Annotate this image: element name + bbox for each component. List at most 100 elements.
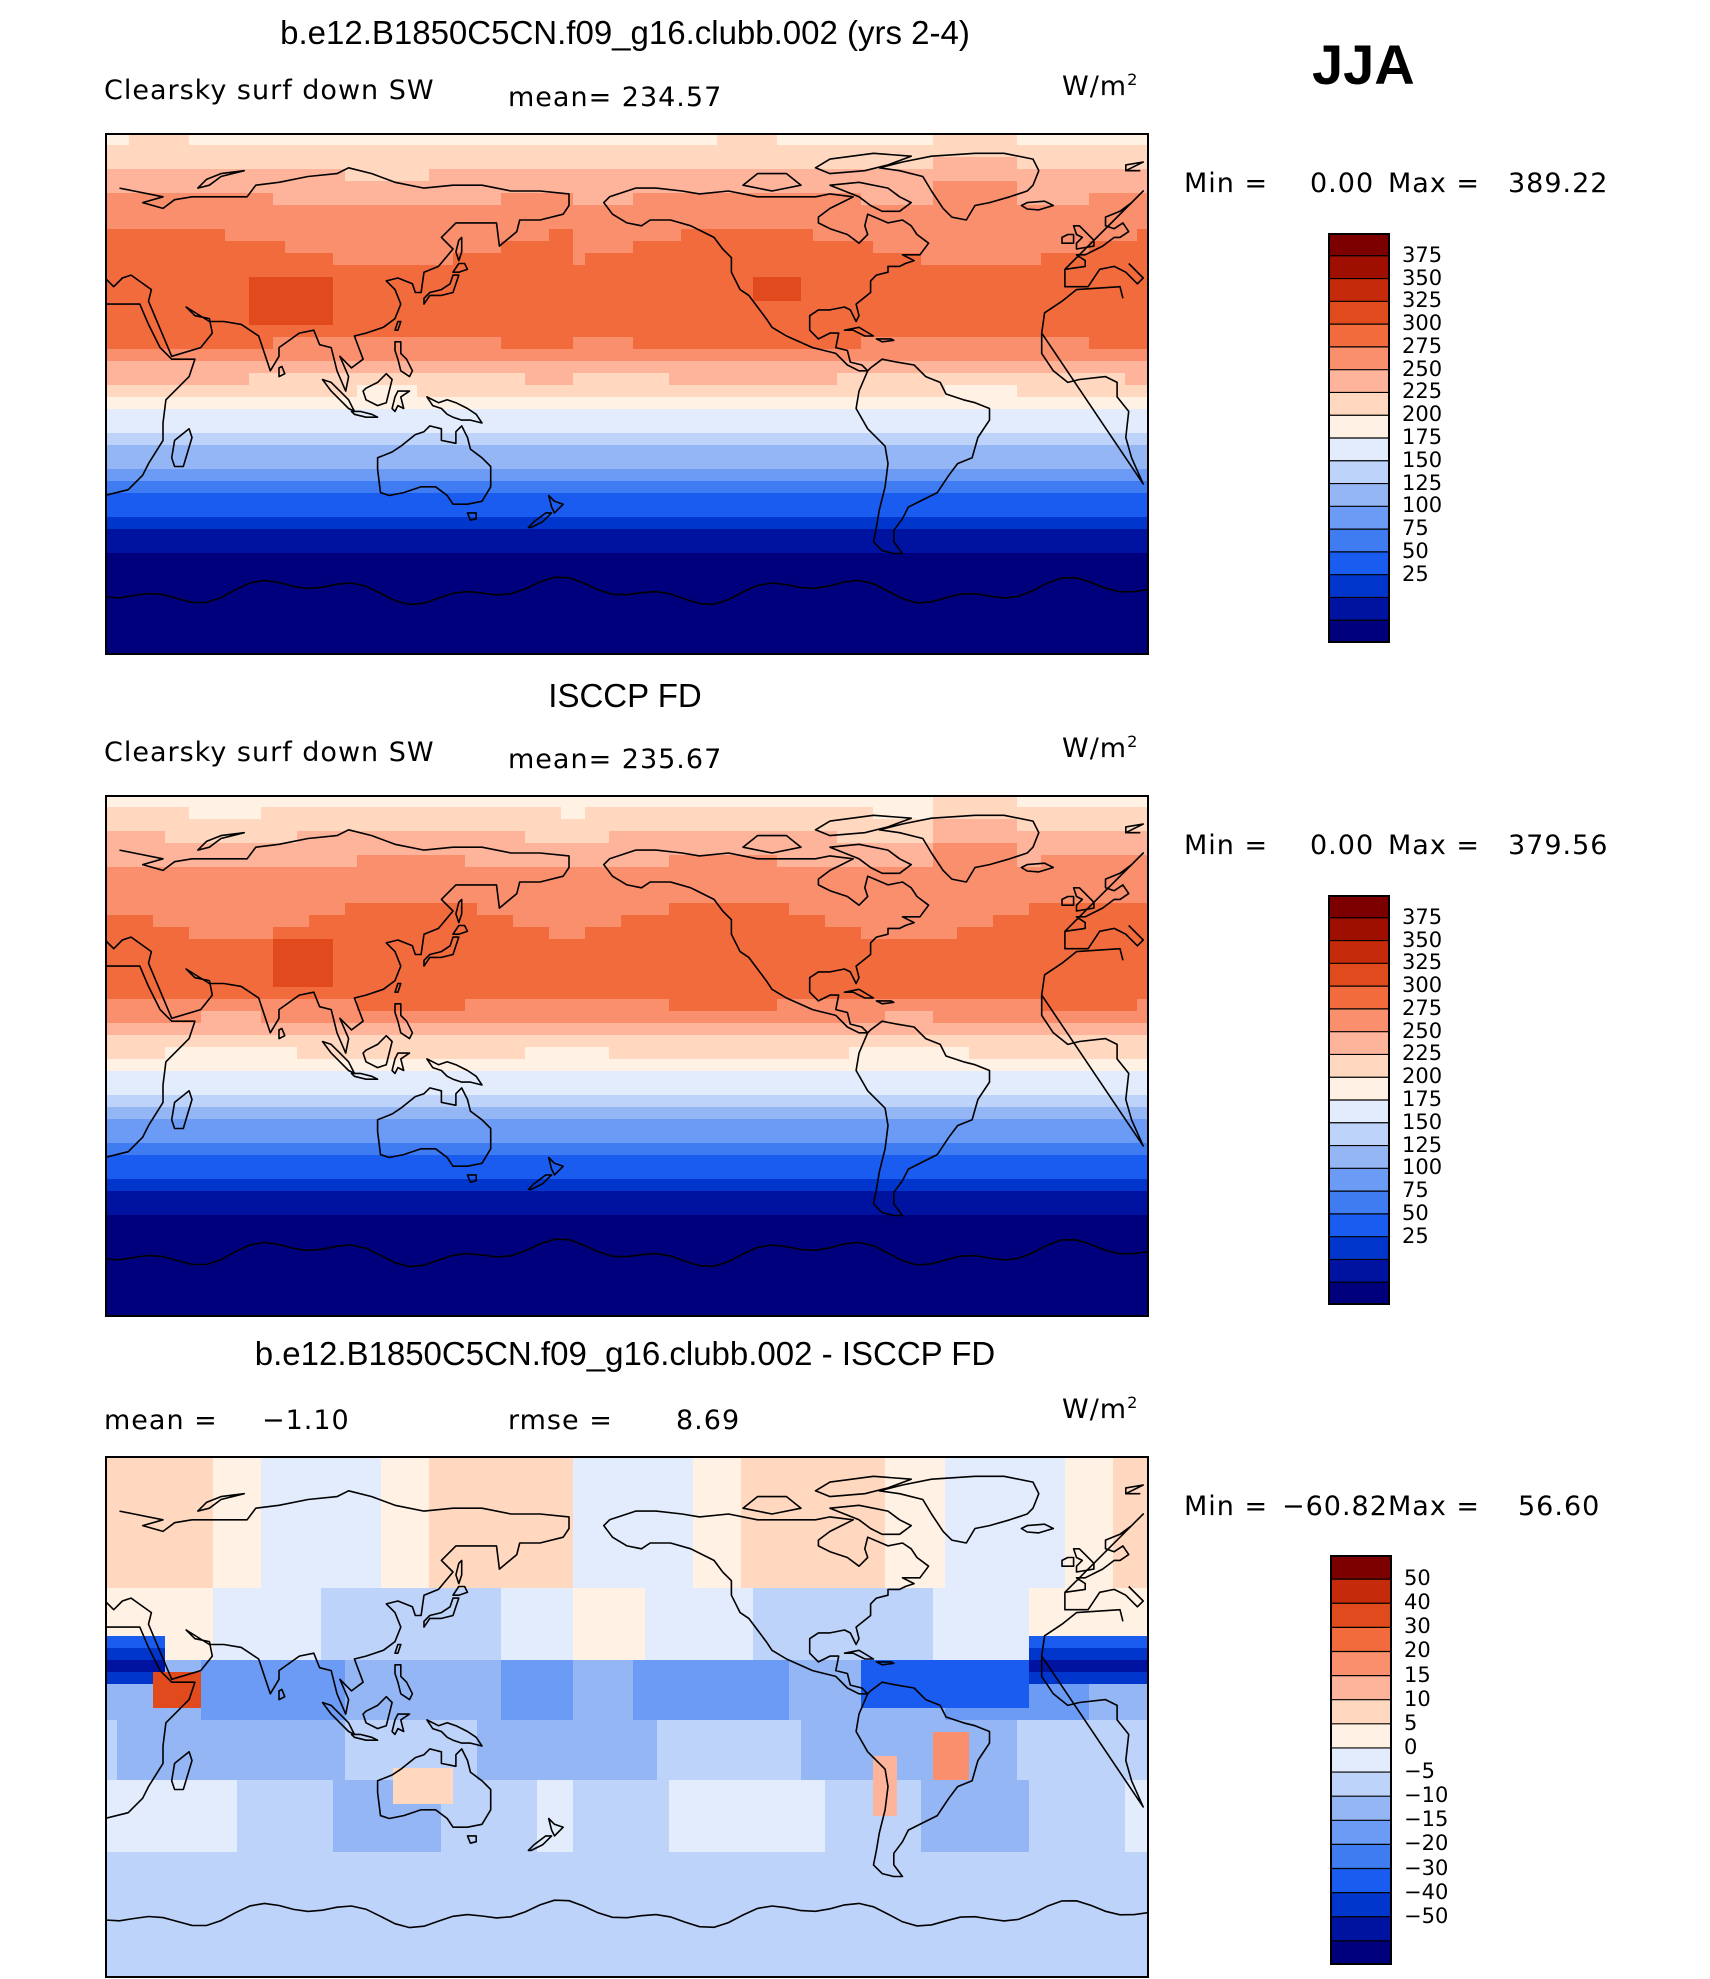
field-cell	[1029, 337, 1042, 350]
field-cell	[753, 577, 766, 590]
field-cell	[393, 903, 406, 916]
field-cell	[165, 927, 178, 940]
field-cell	[657, 819, 670, 832]
field-cell	[933, 855, 946, 868]
field-cell	[597, 229, 610, 242]
field-cell	[669, 529, 682, 542]
field-cell	[633, 565, 646, 578]
field-cell	[909, 229, 922, 242]
field-cell	[573, 807, 586, 820]
field-cell	[645, 577, 658, 590]
field-cell	[201, 613, 214, 626]
field-cell	[1041, 325, 1054, 338]
field-cell	[585, 855, 598, 868]
field-cell	[441, 277, 454, 290]
field-cell	[141, 481, 154, 494]
field-cell	[1125, 613, 1138, 626]
field-cell	[1065, 505, 1078, 518]
field-cell	[1005, 577, 1018, 590]
field-cell	[525, 601, 538, 614]
field-cell	[213, 927, 226, 940]
field-cell	[261, 589, 274, 602]
field-cell	[1005, 265, 1018, 278]
field-cell	[489, 229, 502, 242]
field-cell	[573, 493, 586, 506]
field-cell	[429, 903, 442, 916]
field-cell	[429, 915, 442, 928]
field-cell	[249, 649, 262, 655]
field-cell	[309, 145, 322, 158]
field-cell	[813, 337, 826, 350]
field-cell	[945, 481, 958, 494]
colorbar-swatch	[1329, 529, 1389, 553]
field-cell	[465, 831, 478, 844]
field-cell	[345, 265, 358, 278]
field-cell	[537, 373, 550, 386]
colorbar-swatch	[1329, 369, 1389, 394]
field-cell	[189, 325, 202, 338]
field-cell	[537, 157, 550, 170]
field-cell	[285, 891, 298, 904]
field-cell	[1041, 807, 1054, 820]
field-cell	[453, 385, 466, 398]
field-cell	[657, 289, 670, 302]
field-cell	[897, 133, 910, 146]
field-cell	[1041, 445, 1054, 458]
field-cell	[681, 891, 694, 904]
field-cell	[537, 481, 550, 494]
field-cell	[1065, 361, 1078, 374]
field-cell	[969, 541, 982, 554]
field-cell	[501, 385, 514, 398]
field-cell	[537, 397, 550, 410]
field-cell	[669, 915, 682, 928]
field-cell	[1089, 831, 1102, 844]
field-cell	[753, 217, 766, 230]
field-cell	[873, 409, 886, 422]
field-cell	[297, 289, 310, 302]
field-cell	[213, 855, 226, 868]
field-cell	[249, 939, 262, 952]
field-cell	[777, 541, 790, 554]
field-cell	[1137, 241, 1149, 254]
field-cell	[933, 831, 946, 844]
field-cell	[885, 169, 898, 182]
field-cell	[297, 637, 310, 650]
field-cell	[249, 433, 262, 446]
field-cell	[909, 217, 922, 230]
colorbar-tick-label: 275	[1402, 333, 1443, 358]
field-cell	[501, 505, 514, 518]
field-cell	[933, 625, 946, 638]
field-cell	[681, 385, 694, 398]
field-cell	[645, 625, 658, 638]
field-cell	[1041, 157, 1054, 170]
field-cell	[189, 625, 202, 638]
field-cell	[417, 807, 430, 820]
field-cell	[729, 517, 742, 530]
field-cell	[1005, 169, 1018, 182]
field-cell	[753, 325, 766, 338]
field-cell	[993, 493, 1006, 506]
field-cell	[105, 457, 118, 470]
field-cell	[297, 409, 310, 422]
field-cell	[1113, 433, 1126, 446]
field-cell	[921, 445, 934, 458]
field-cell	[1101, 649, 1114, 655]
field-cell	[957, 927, 970, 940]
field-cell	[513, 481, 526, 494]
field-cell	[1029, 481, 1042, 494]
field-cell	[441, 481, 454, 494]
field-cell	[441, 625, 454, 638]
field-cell	[885, 625, 898, 638]
field-cell	[1101, 819, 1114, 832]
field-cell	[417, 637, 430, 650]
field-cell	[417, 915, 430, 928]
field-cell	[285, 529, 298, 542]
field-cell	[741, 493, 754, 506]
field-cell	[477, 157, 490, 170]
field-cell	[345, 517, 358, 530]
field-cell	[573, 529, 586, 542]
field-cell	[981, 903, 994, 916]
field-cell	[705, 927, 718, 940]
field-cell	[321, 433, 334, 446]
field-cell	[597, 565, 610, 578]
